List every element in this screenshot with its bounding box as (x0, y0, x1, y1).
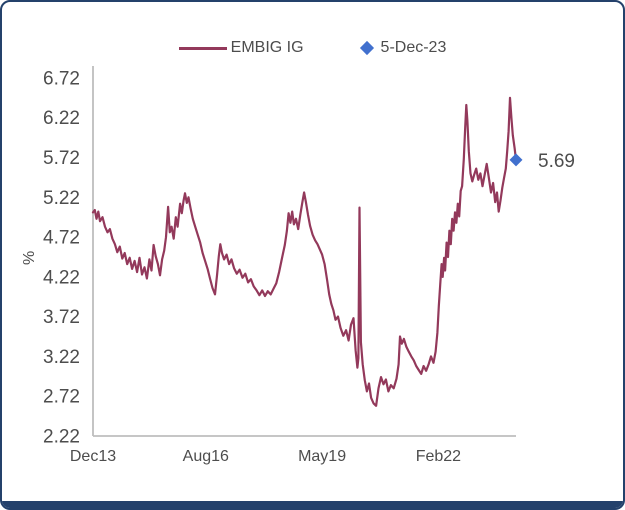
embig-ig-line-swatch-icon (178, 46, 227, 50)
y-tick-label: 4.72 (43, 228, 80, 249)
y-tick-label: 5.72 (43, 148, 80, 169)
y-axis-tick-labels: 6.72 6.22 5.72 5.22 4.72 4.22 3.72 3.22 2.72 2.22 (43, 68, 80, 447)
embig-ig-series-line (91, 96, 518, 407)
legend-label-embig-ig: EMBIG IG (230, 39, 304, 56)
legend-item-5-dec-23: 5-Dec-23 (359, 38, 447, 58)
y-tick-label: 6.72 (43, 68, 80, 89)
y-axis-title: % (21, 250, 38, 265)
y-tick-label: 3.72 (43, 307, 80, 328)
y-tick-label: 2.72 (43, 387, 80, 408)
x-tick-label: Feb22 (416, 448, 461, 465)
legend-label-5-dec-23: 5-Dec-23 (380, 39, 447, 56)
dec-23-marker-diamond (509, 153, 523, 167)
legend-item-embig-ig: EMBIG IG (178, 38, 304, 58)
x-tick-label: May19 (298, 448, 346, 465)
x-tick-label: Dec13 (70, 448, 116, 465)
x-axis-tick-labels: Dec13 Aug16 May19 Feb22 (70, 448, 461, 465)
y-tick-label: 4.22 (43, 267, 80, 288)
chart-legend: EMBIG IG 5-Dec-23 (2, 38, 623, 58)
endpoint-value-label: 5.69 (538, 151, 575, 172)
y-tick-label: 5.22 (43, 188, 80, 209)
bottom-bar (2, 501, 623, 508)
dec-23-diamond-swatch-icon (359, 40, 374, 56)
y-tick-label: 2.22 (43, 427, 80, 448)
y-tick-label: 6.22 (43, 108, 80, 129)
y-tick-label: 3.22 (43, 347, 80, 368)
x-tick-label: Aug16 (183, 448, 229, 465)
